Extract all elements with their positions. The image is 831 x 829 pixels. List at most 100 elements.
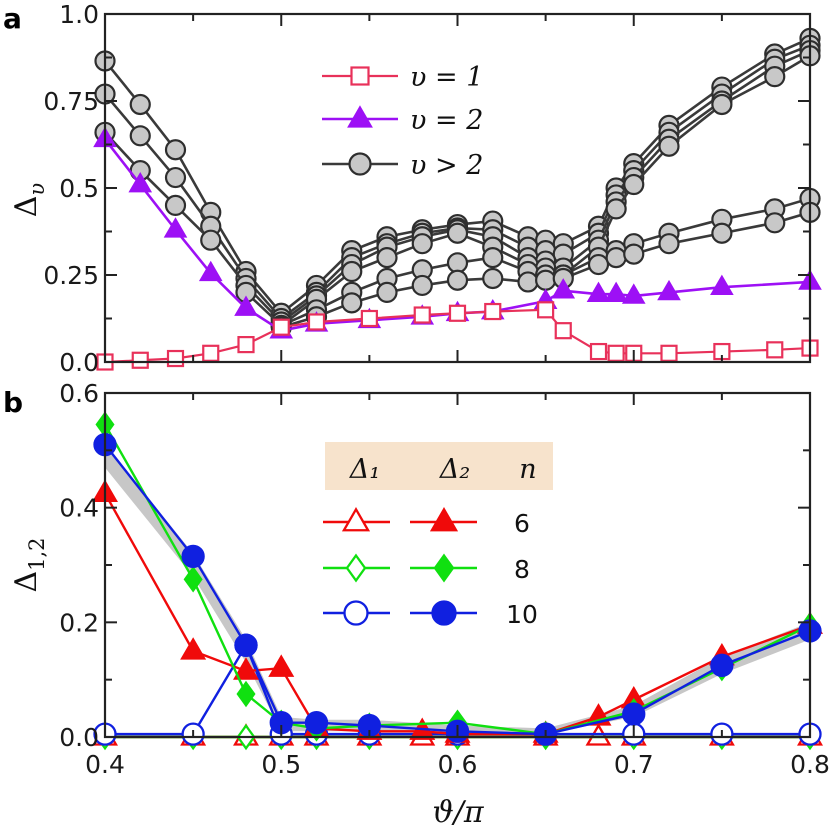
- data-point-v2: [710, 274, 734, 296]
- data-point-v2: [621, 283, 646, 304]
- data-point-v1: [589, 342, 608, 361]
- data-point-vgt2: [658, 135, 680, 157]
- data-point-v1: [537, 301, 555, 319]
- panel-b: 0.0 0.2 0.4 0.6 0.4 0.5 0.6 0.7 0.8 Δ1,2 ϑ/π Δ₁ Δ₂ n 6…: [3, 379, 830, 829]
- data-point-v1: [360, 309, 378, 328]
- data-point-vgt2: [200, 229, 222, 251]
- data-point-red-filled: [233, 657, 259, 680]
- data-point-v1: [202, 344, 220, 362]
- data-point-vgt2: [376, 281, 398, 303]
- data-point-blue-filled: [181, 544, 205, 569]
- data-point-vgt2: [164, 166, 187, 189]
- y-tick-label: 0.4: [59, 494, 99, 523]
- x-tick-label: 0.7: [614, 750, 654, 779]
- legend-n-6: 6: [514, 509, 530, 538]
- data-point-v1: [554, 322, 572, 340]
- data-point-v2: [657, 279, 681, 301]
- data-point-vgt2: [129, 93, 151, 116]
- data-point-v1: [272, 318, 290, 336]
- data-point-vgt2: [658, 233, 680, 255]
- data-point-vgt2: [164, 139, 187, 161]
- legend-marker-filled-green: [433, 553, 455, 583]
- data-point-v2: [551, 278, 576, 299]
- data-point-v1: [766, 341, 784, 359]
- x-axis-label: ϑ/π: [432, 795, 485, 829]
- data-point-blue-filled: [304, 711, 329, 735]
- data-point-red-filled: [180, 637, 207, 660]
- legend-marker-filled-red: [429, 507, 459, 532]
- data-point-vgt2: [711, 222, 733, 244]
- legend-n-10: 10: [506, 600, 538, 629]
- data-point-v2: [128, 171, 153, 193]
- series-line-vgt2: [104, 49, 811, 324]
- x-tick-label: 0.4: [85, 750, 125, 779]
- legend-panel-a: υ = 1 υ = 2 υ > 2: [322, 62, 483, 181]
- data-point-v1: [413, 306, 431, 324]
- panel-label-a: a: [3, 2, 22, 35]
- data-point-v2: [198, 260, 223, 282]
- data-point-vgt2: [341, 260, 363, 283]
- data-point-v2: [604, 281, 628, 302]
- y-tick-label: 0.0: [59, 723, 99, 752]
- y-tick-label: 0.6: [59, 379, 99, 408]
- axes-frame: [103, 391, 812, 739]
- legend-header-1: Δ₂: [439, 454, 470, 485]
- data-point-v1: [166, 349, 185, 368]
- x-tick-label: 0.6: [438, 750, 478, 779]
- y-tick-label: 0.5: [59, 174, 99, 203]
- data-point-v1: [307, 313, 326, 331]
- y-tick-label: 0.75: [43, 87, 99, 116]
- data-point-vgt2: [482, 247, 504, 269]
- axes-frame: [103, 12, 812, 364]
- x-tick-label: 0.8: [790, 750, 830, 779]
- data-point-vgt2: [411, 233, 433, 255]
- data-point-vgt2: [341, 292, 363, 314]
- data-point-vgt2: [482, 267, 504, 290]
- y-axis-label: Δυ: [9, 183, 49, 218]
- legend-marker-vgt2: [348, 152, 372, 176]
- data-point-red-filled: [268, 654, 295, 677]
- data-point-vgt2: [517, 271, 539, 293]
- legend-header-bg: [325, 442, 553, 490]
- data-point-green-filled: [183, 566, 203, 593]
- data-point-vgt2: [605, 247, 627, 269]
- data-point-green-filled: [236, 680, 256, 708]
- data-point-vgt2: [535, 269, 557, 291]
- legend-n-8: 8: [514, 555, 530, 584]
- data-point-blue-filled: [622, 702, 646, 726]
- legend-marker-v1: [350, 66, 370, 86]
- data-point-vgt2: [376, 247, 398, 269]
- data-point-blue-filled: [234, 633, 258, 657]
- data-point-vgt2: [605, 198, 627, 220]
- legend-label-vgt2: υ > 2: [410, 150, 483, 181]
- panel-label-b: b: [3, 386, 23, 419]
- data-point-vgt2: [764, 66, 786, 88]
- data-point-vgt2: [711, 93, 733, 116]
- panel-a: 0.0 0.25 0.5 0.75 1.0 Δυ υ = 1 υ = 2 υ > 2 a: [3, 0, 822, 377]
- data-point-v1: [660, 344, 678, 362]
- legend-marker-v2: [347, 105, 373, 128]
- legend-marker-open-red: [341, 507, 371, 532]
- legend-label-v2: υ = 2: [410, 105, 483, 136]
- data-point-vgt2: [164, 194, 187, 216]
- data-point-v1: [448, 304, 467, 322]
- data-point-vgt2: [587, 253, 610, 276]
- legend-marker-open-blue: [343, 600, 369, 626]
- data-point-vgt2: [411, 274, 433, 297]
- data-point-vgt2: [446, 269, 469, 291]
- legend-panel-b: Δ₁ Δ₂ n 6 8 10: [323, 442, 553, 629]
- y-tick-label: 0.0: [59, 348, 99, 377]
- legend-header-0: Δ₁: [349, 454, 380, 485]
- data-point-vgt2: [764, 212, 786, 234]
- data-point-v1: [131, 351, 149, 369]
- series-line-vgt2: [104, 44, 811, 321]
- data-point-vgt2: [623, 243, 645, 265]
- x-tick-label: 0.5: [261, 750, 301, 779]
- data-point-v2: [586, 281, 611, 302]
- legend-marker-filled-blue: [431, 600, 457, 626]
- legend-marker-open-green: [345, 553, 367, 583]
- data-point-v2: [234, 295, 258, 316]
- legend-label-v1: υ = 1: [410, 62, 483, 93]
- data-point-vgt2: [623, 173, 645, 196]
